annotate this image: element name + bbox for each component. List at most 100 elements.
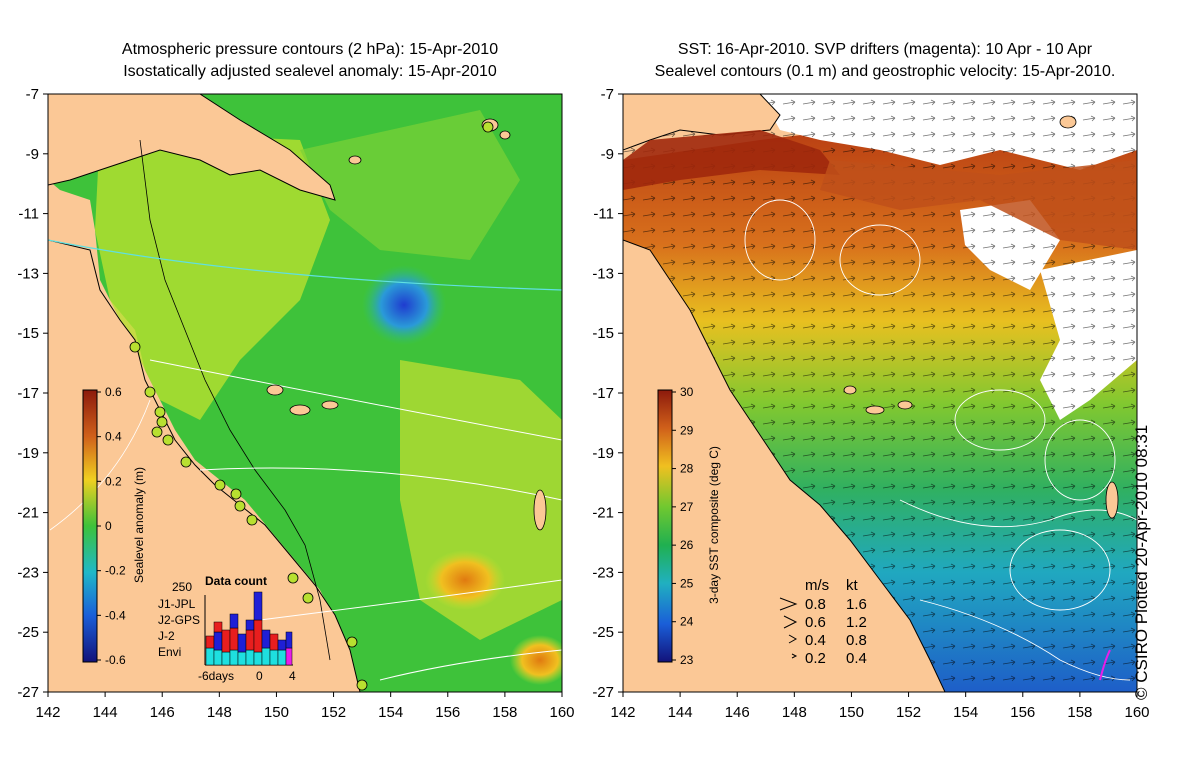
- y-tick-label: -15: [17, 325, 39, 342]
- colorbar-tick-label: 23: [680, 653, 694, 667]
- y-tick-label: -25: [17, 624, 39, 641]
- low-anomaly-eddy: [362, 265, 446, 345]
- right-map-title-line2: Sealevel contours (0.1 m) and geostrophi…: [654, 63, 1116, 80]
- sst-colorbar: [657, 389, 673, 663]
- y-tick-label: -21: [592, 505, 614, 522]
- y-tick-label: -17: [592, 385, 614, 402]
- warm-sst-band: [623, 130, 840, 190]
- velocity-key: m/s kt 0.8 1.6 0.6 1.2 0.4 0.8 0.2 0.4: [779, 577, 867, 667]
- velocity-kt-3: 0.4: [846, 650, 867, 667]
- new-guinea-land: [48, 94, 336, 201]
- sealevel-colorbar-ticks: 0.6 0.4 0.2 0 -0.2 -0.4 -0.6: [97, 385, 126, 667]
- velocity-arrow-0-4: [788, 634, 798, 644]
- colorbar-tick-label: 29: [680, 423, 694, 437]
- colorbar-tick-label: 30: [680, 385, 694, 399]
- y-tick-label: -27: [17, 684, 39, 701]
- data-count-xlabel-start: -6days: [198, 669, 234, 683]
- colorbar-tick-label: 25: [680, 576, 694, 590]
- velocity-ms-3: 0.2: [805, 650, 826, 667]
- x-tick-label: 158: [492, 704, 517, 721]
- velocity-key-header-ms: m/s: [805, 577, 829, 594]
- y-tick-label: -15: [592, 325, 614, 342]
- velocity-kt-0: 1.6: [846, 596, 867, 613]
- colorbar-tick-label: 26: [680, 538, 694, 552]
- y-tick-label: -19: [592, 445, 614, 462]
- velocity-arrow-0-6: [783, 615, 798, 629]
- colorbar-tick-label: 0.4: [105, 430, 122, 444]
- australia-coast: [623, 239, 946, 692]
- sst-colorbar-label: 3-day SST composite (deg C): [707, 446, 721, 604]
- sealevel-colorbar-label: Sealevel anomaly (m): [132, 467, 146, 583]
- y-tick-label: -17: [17, 385, 39, 402]
- copyright-notice: © CSIRO Plotted 20-Apr-2010 08:31: [1132, 424, 1151, 700]
- y-tick-label: -19: [17, 445, 39, 462]
- x-tick-label: 158: [1067, 704, 1092, 721]
- x-tick-label: 150: [264, 704, 289, 721]
- data-count-legend: J1-JPL J2-GPS J-2 Envi: [158, 597, 200, 659]
- y-tick-label: -11: [593, 206, 614, 223]
- y-tick-label: -9: [26, 146, 39, 163]
- pressure-contour: [259, 579, 562, 621]
- velocity-kt-1: 1.2: [846, 614, 867, 631]
- x-tick-label: 148: [782, 704, 807, 721]
- y-tick-label: -25: [592, 624, 614, 641]
- velocity-ms-2: 0.4: [805, 632, 826, 649]
- y-tick-label: -21: [17, 505, 39, 522]
- colorbar-tick-label: 24: [680, 615, 694, 629]
- data-count-legend-item: Envi: [158, 645, 181, 659]
- pressure-contour: [199, 467, 562, 501]
- y-tick-label: -23: [17, 564, 39, 581]
- colorbar-tick-label: 0.6: [105, 385, 122, 399]
- left-map-title-line1: Atmospheric pressure contours (2 hPa): 1…: [121, 41, 499, 58]
- colorbar-tick-label: 0.2: [105, 474, 122, 488]
- y-tick-label: -27: [592, 684, 614, 701]
- sst-colorbar-ticks: 30 29 28 27 26 25 24 23: [672, 385, 694, 667]
- islands: [266, 118, 547, 531]
- high-anomaly-spot-se: [510, 635, 562, 685]
- islands: [843, 115, 1119, 519]
- velocity-kt-2: 0.8: [846, 632, 867, 649]
- y-tick-label: -11: [18, 206, 39, 223]
- x-tick-label: 144: [668, 704, 693, 721]
- x-tick-label: 156: [435, 704, 460, 721]
- x-tick-label: 144: [93, 704, 118, 721]
- velocity-ms-1: 0.6: [805, 614, 826, 631]
- data-count-legend-item: J1-JPL: [158, 597, 196, 611]
- x-tick-label: 152: [321, 704, 346, 721]
- right-map-title-line1: SST: 16-Apr-2010. SVP drifters (magenta)…: [677, 41, 1093, 58]
- data-count-title: Data count: [205, 574, 267, 588]
- data-count-xlabel-end: 4: [289, 669, 296, 683]
- x-tick-label: 146: [725, 704, 750, 721]
- velocity-ms-0: 0.8: [805, 596, 826, 613]
- y-tick-label: -23: [592, 564, 614, 581]
- data-count-legend-item: J2-GPS: [158, 613, 200, 627]
- x-tick-label: 160: [549, 704, 574, 721]
- colorbar-tick-label: 0: [105, 519, 112, 533]
- svp-drifter-track: [1099, 649, 1111, 681]
- warm-sst-band-east: [820, 160, 1137, 250]
- tide-gauge-markers: [129, 121, 494, 691]
- positive-anomaly-zone: [95, 130, 330, 420]
- y-tick-label: -13: [17, 265, 39, 282]
- colorbar-tick-label: -0.4: [105, 608, 126, 622]
- colorbar-tick-label: -0.6: [105, 653, 126, 667]
- y-tick-label: -7: [601, 86, 614, 103]
- x-tick-label: 160: [1124, 704, 1149, 721]
- data-count-bars: [205, 591, 293, 666]
- x-tick-label: 150: [839, 704, 864, 721]
- pressure-contour: [49, 399, 151, 531]
- velocity-arrow-0-2: [791, 653, 798, 659]
- velocity-arrow-0-8: [779, 597, 798, 611]
- pressure-contour: [149, 359, 562, 441]
- x-tick-label: 154: [953, 704, 978, 721]
- data-count-legend-item: J-2: [158, 629, 175, 643]
- x-tick-label: 142: [610, 704, 635, 721]
- x-tick-label: 142: [35, 704, 60, 721]
- left-map-title-line2: Isostatically adjusted sealevel anomaly:…: [123, 63, 497, 80]
- data-count-inset: 250 Data count J1-JPL J2-GPS J-2 Envi -6day…: [158, 574, 296, 683]
- colorbar-tick-label: 27: [680, 500, 694, 514]
- pressure-contour: [48, 239, 562, 291]
- sst-map: [623, 94, 1137, 692]
- reef-outline: [139, 139, 331, 661]
